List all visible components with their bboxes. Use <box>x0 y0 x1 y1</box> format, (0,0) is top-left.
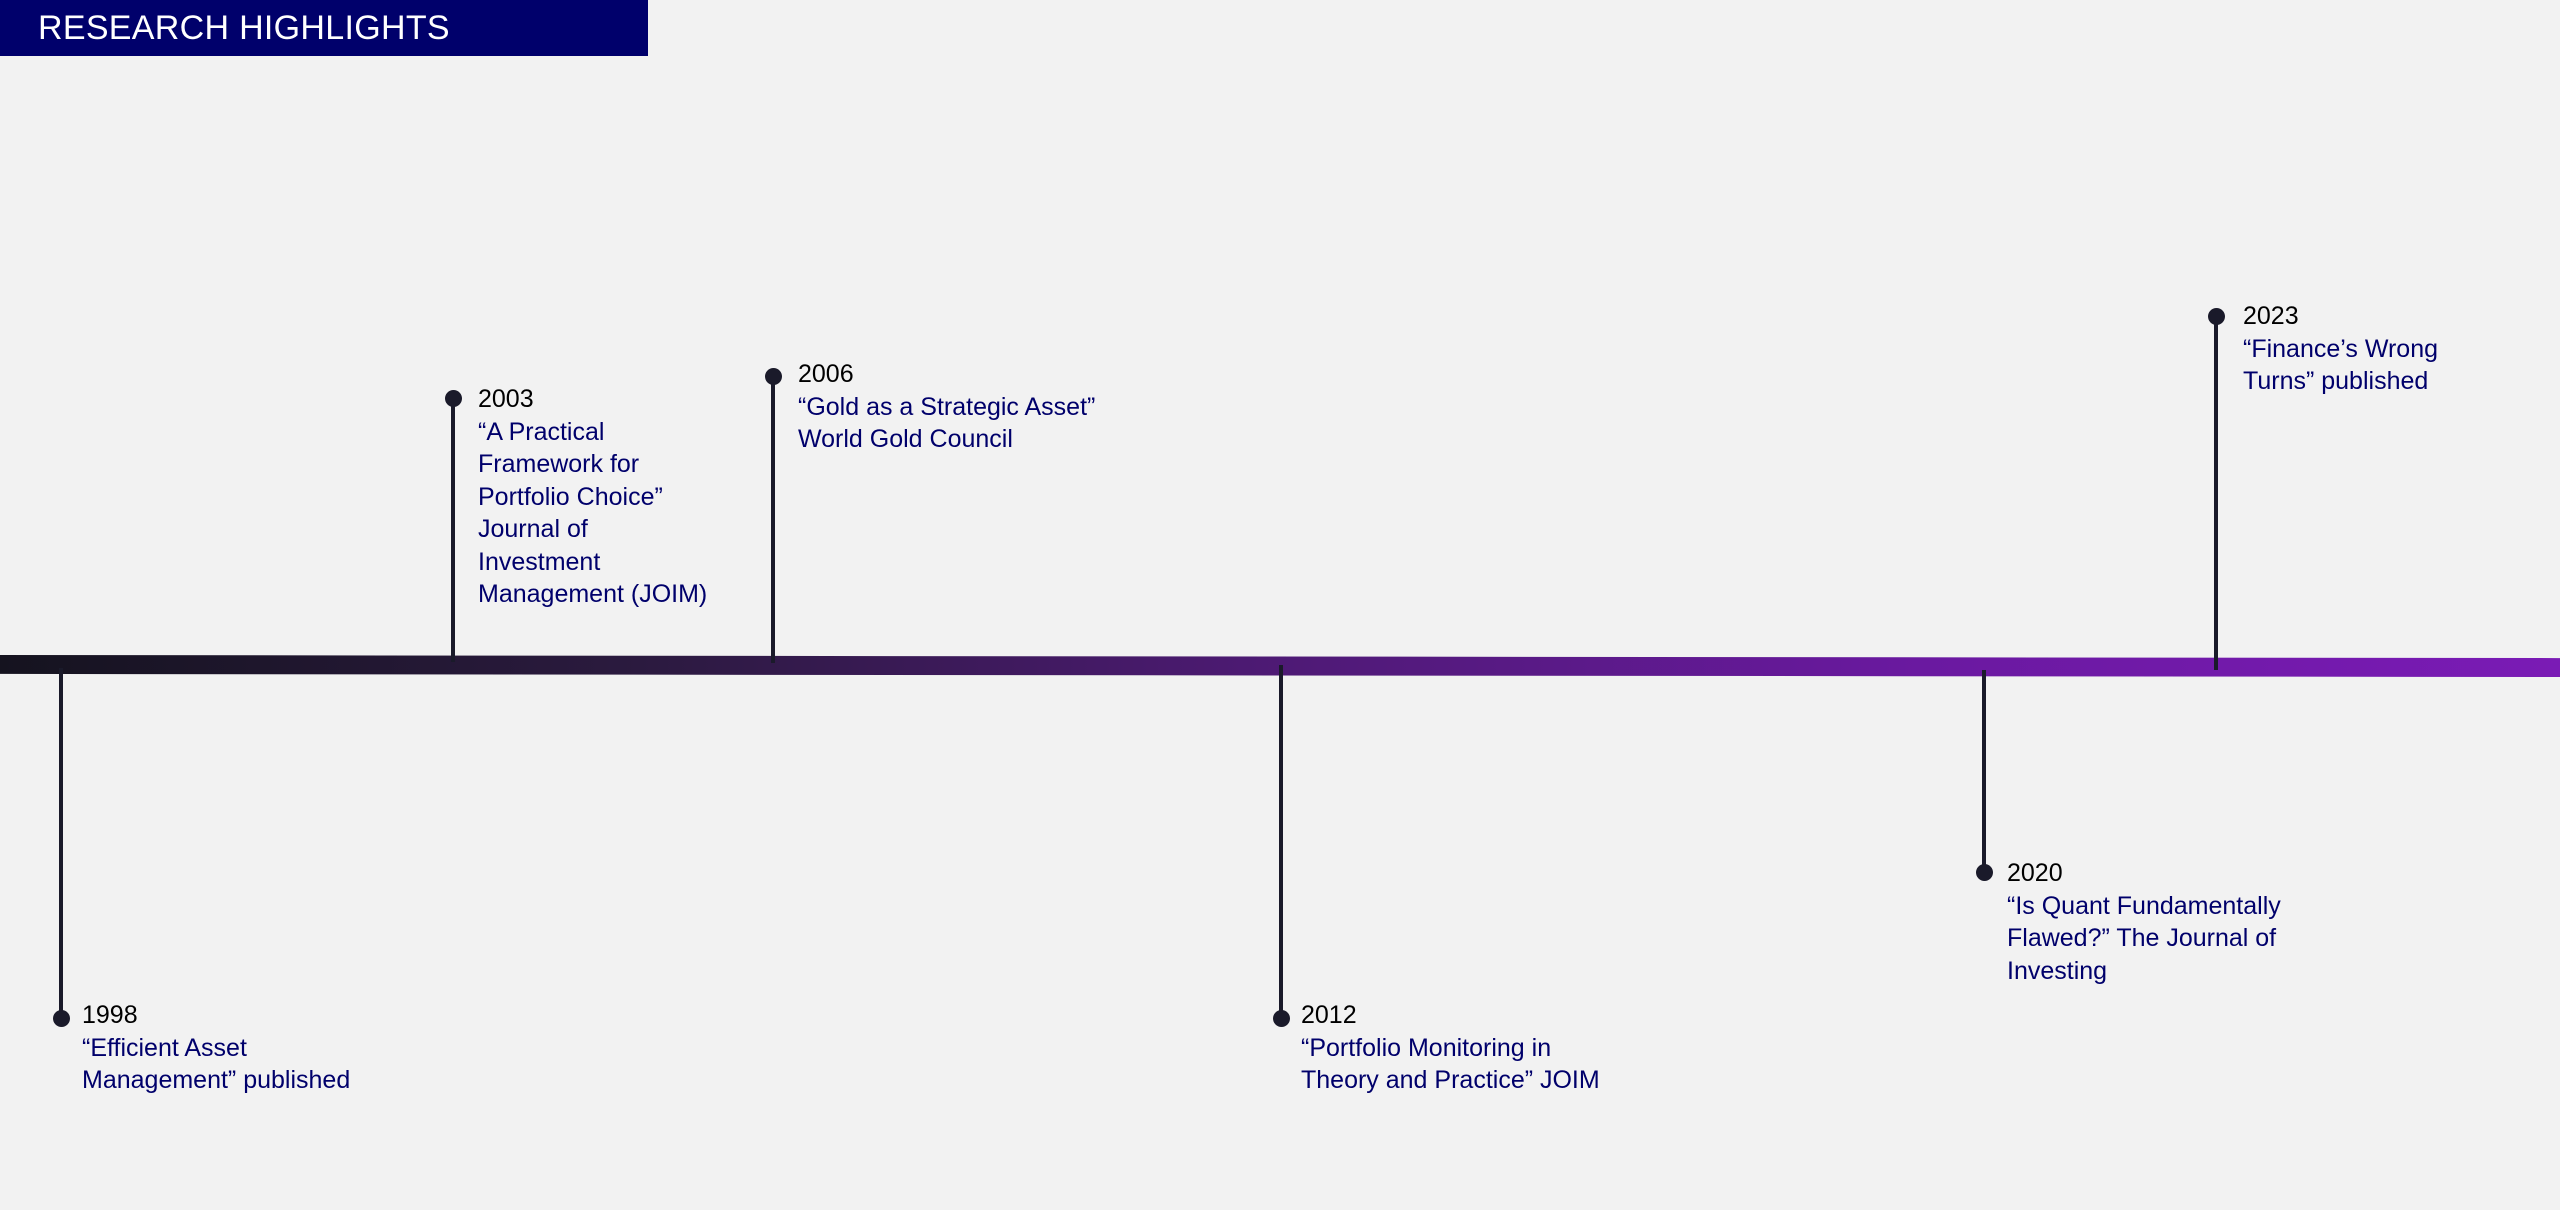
event-description-line: “Efficient Asset <box>82 1033 247 1062</box>
event-description-line: Journal of <box>478 515 588 543</box>
event-2020-dot <box>1976 864 1993 881</box>
event-description-line: World Gold Council <box>798 425 1013 453</box>
event-description-line: Theory and Practice” JOIM <box>1301 1066 1600 1094</box>
event-2003-dot <box>445 390 462 407</box>
event-description-line: Investment <box>478 547 601 576</box>
event-2012-label: 2012 “Portfolio Monitoring in Theory and… <box>1301 999 1600 1097</box>
event-year: 1998 <box>82 1001 138 1029</box>
event-2012-dot <box>1273 1010 1290 1027</box>
event-year: 2020 <box>2007 859 2063 887</box>
event-description-line: Management” published <box>82 1066 351 1094</box>
event-2023-label: 2023 “Finance’s Wrong Turns” published <box>2243 300 2438 398</box>
page-title: RESEARCH HIGHLIGHTS <box>38 8 450 47</box>
event-year: 2012 <box>1301 1001 1357 1029</box>
event-description-line: Turns” published <box>2243 367 2429 395</box>
event-2006-label: 2006 “Gold as a Strategic Asset” World G… <box>798 358 1095 456</box>
event-2003-label: 2003 “A Practical Framework for Portfoli… <box>478 383 707 611</box>
event-1998-stem <box>59 668 63 1019</box>
event-1998-label: 1998 “Efficient Asset Management” publis… <box>82 999 350 1097</box>
event-description-line: “Gold as a Strategic Asset” <box>798 392 1096 421</box>
event-description-line: “Portfolio Monitoring in <box>1301 1033 1552 1062</box>
event-description-line: “A Practical <box>478 417 605 446</box>
event-2003-stem <box>451 398 455 662</box>
event-description-line: Portfolio Choice” <box>478 482 663 511</box>
event-year: 2003 <box>478 385 534 413</box>
event-2006-dot <box>765 368 782 385</box>
event-1998-dot <box>53 1010 70 1027</box>
title-banner: RESEARCH HIGHLIGHTS <box>0 0 648 56</box>
event-description-line: “Is Quant Fundamentally <box>2007 891 2281 920</box>
event-description-line: “Finance’s Wrong <box>2243 334 2438 363</box>
event-2020-label: 2020 “Is Quant Fundamentally Flawed?” Th… <box>2007 857 2281 987</box>
event-description-line: Flawed?” The Journal of <box>2007 924 2277 952</box>
event-description-line: Investing <box>2007 956 2108 985</box>
event-2012-stem <box>1279 665 1283 1019</box>
event-year: 2023 <box>2243 302 2299 330</box>
event-2023-dot <box>2208 308 2225 325</box>
event-2020-stem <box>1982 670 1986 876</box>
event-2006-stem <box>771 376 775 663</box>
event-description-line: Management (JOIM) <box>478 580 708 608</box>
event-2023-stem <box>2214 316 2218 670</box>
event-year: 2006 <box>798 360 854 388</box>
event-description-line: Framework for <box>478 450 640 478</box>
